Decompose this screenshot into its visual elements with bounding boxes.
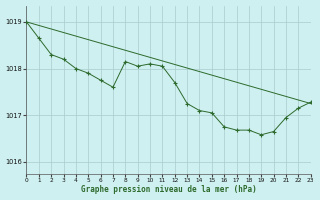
X-axis label: Graphe pression niveau de la mer (hPa): Graphe pression niveau de la mer (hPa) bbox=[81, 185, 256, 194]
